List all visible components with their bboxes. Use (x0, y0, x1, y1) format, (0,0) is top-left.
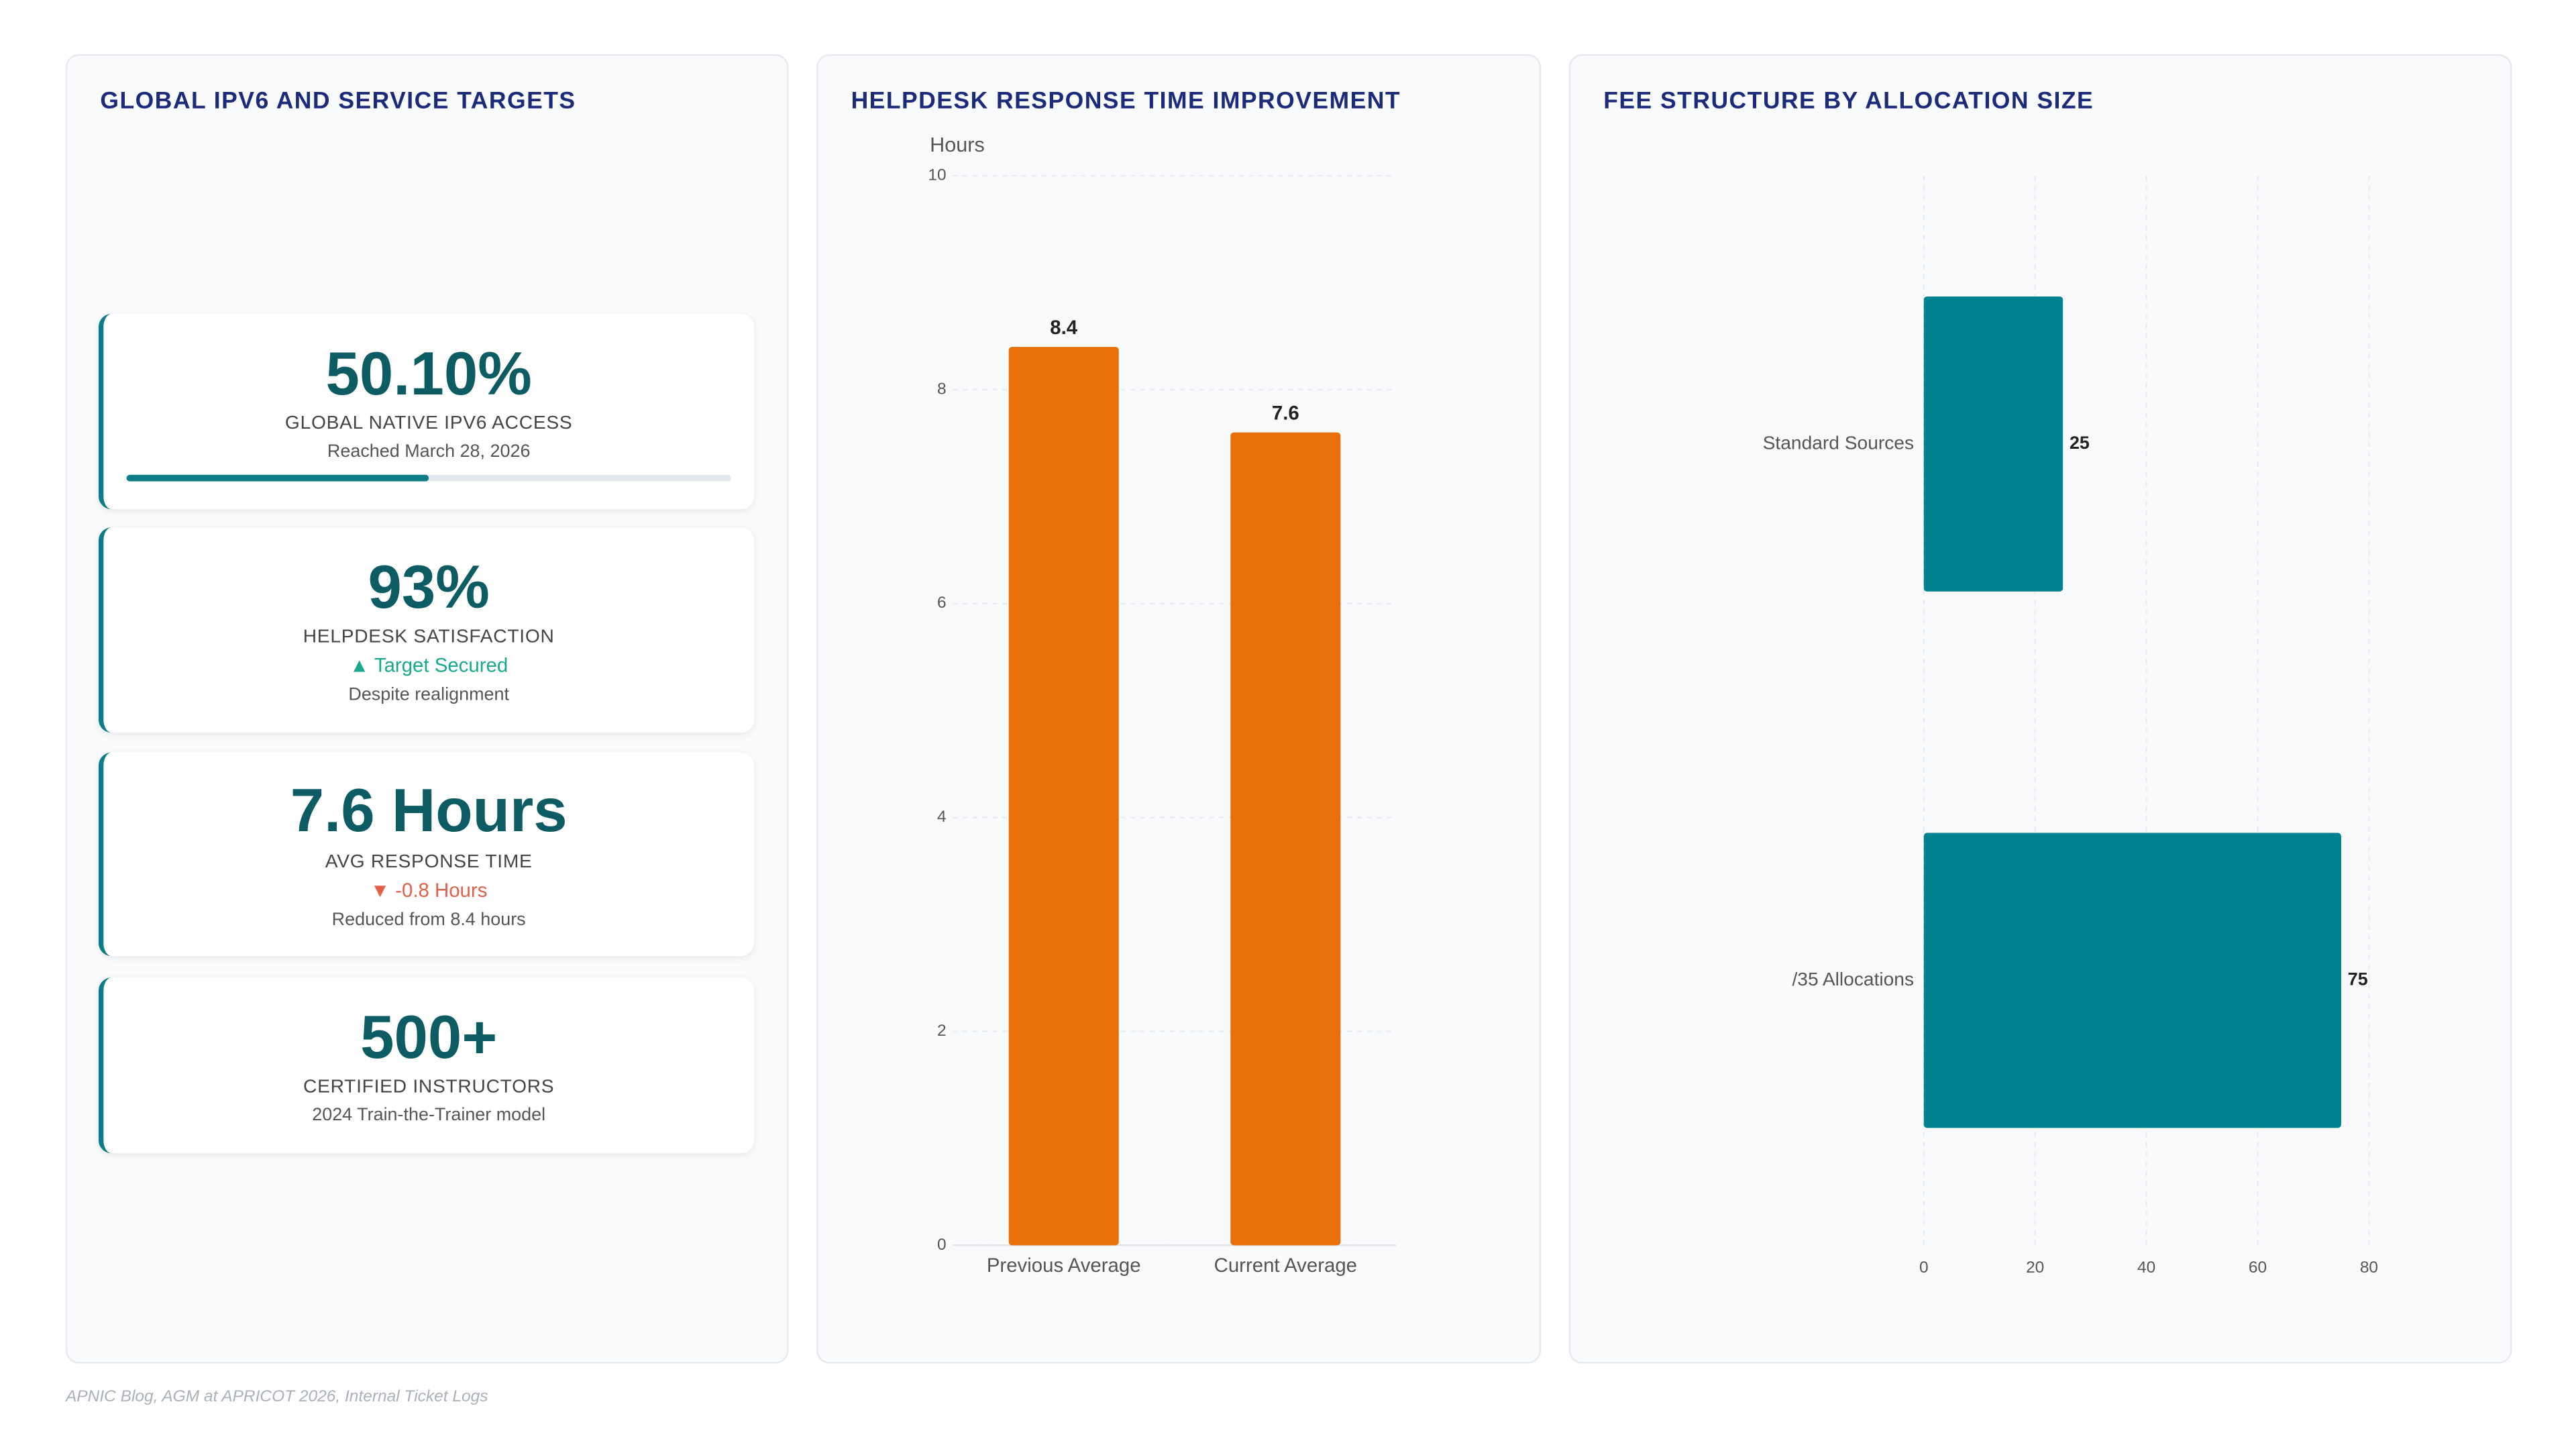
value-label: 75 (2348, 969, 2368, 989)
kpi-delta: ▲ Target Secured (350, 654, 508, 678)
kpi-label: HELPDESK SATISFACTION (303, 628, 555, 648)
kpi-card: 7.6 Hours AVG RESPONSE TIME ▼ -0.8 Hours Re… (98, 752, 755, 957)
bar (1923, 833, 2341, 1128)
kpi-label: CERTIFIED INSTRUCTORS (303, 1078, 555, 1098)
kpi-note: Reduced from 8.4 hours (331, 910, 526, 930)
chart-title: HELPDESK RESPONSE TIME IMPROVEMENT (851, 89, 1401, 115)
y-tick-label: 4 (937, 808, 947, 826)
x-tick-label: Current Average (1214, 1254, 1357, 1277)
kpi-note: 2024 Train-the-Trainer model (312, 1106, 546, 1126)
bar (1230, 432, 1341, 1246)
x-tick-label: Previous Average (987, 1254, 1141, 1277)
progress-track (126, 475, 731, 482)
x-tick-label: 0 (1919, 1258, 1929, 1277)
panel: FEE STRUCTURE BY ALLOCATION SIZE (1568, 54, 2512, 1364)
kpi-delta: ▼ -0.8 Hours (370, 878, 488, 902)
x-tick-label: 20 (2026, 1258, 2044, 1277)
chart-title: FEE STRUCTURE BY ALLOCATION SIZE (1603, 89, 2094, 115)
kpi-note: Despite realignment (348, 686, 509, 706)
kpi-card: 93% HELPDESK SATISFACTION ▲ Target Secured… (98, 527, 755, 733)
y-tick-label: /35 Allocations (1792, 969, 1914, 989)
y-axis-label: Hours (930, 133, 985, 156)
x-tick-label: 80 (2360, 1258, 2378, 1277)
kpi-note: Reached March 28, 2026 (327, 442, 531, 463)
x-tick-label: 40 (2137, 1258, 2155, 1277)
kpi-card: 50.10% GLOBAL NATIVE IPV6 ACCESS Reached M… (98, 313, 755, 510)
kpi-value: 50.10% (325, 339, 532, 407)
kpi-card: 500+ CERTIFIED INSTRUCTORS 2024 Train-the-… (98, 977, 755, 1154)
kpi-label: AVG RESPONSE TIME (325, 852, 533, 873)
value-label: 25 (2070, 433, 2090, 453)
y-tick-label: 2 (937, 1022, 947, 1040)
value-label: 8.4 (1050, 317, 1077, 339)
panel: HELPDESK RESPONSE TIME IMPROVEMENT (816, 54, 1542, 1364)
x-tick-label: 60 (2249, 1258, 2267, 1277)
y-tick-label: 6 (937, 594, 947, 612)
kpi-value: 93% (368, 553, 490, 621)
footer: APNIC Blog, AGM at APRICOT 2026, Interna… (65, 1388, 488, 1407)
y-tick-label: 0 (937, 1236, 947, 1254)
y-tick-label: 8 (937, 380, 947, 398)
bar (1923, 296, 2063, 592)
progress-bar (126, 475, 430, 482)
kpi-value: 7.6 Hours (290, 777, 568, 845)
y-tick-label: 10 (928, 166, 946, 184)
panel-title: GLOBAL IPV6 AND SERVICE TARGETS (100, 89, 576, 115)
kpi-label: GLOBAL NATIVE IPV6 ACCESS (284, 414, 573, 435)
y-tick-label: Standard Sources (1763, 432, 1914, 453)
bar (1008, 347, 1119, 1246)
kpi-value: 500+ (360, 1003, 498, 1071)
value-label: 7.6 (1272, 402, 1299, 424)
